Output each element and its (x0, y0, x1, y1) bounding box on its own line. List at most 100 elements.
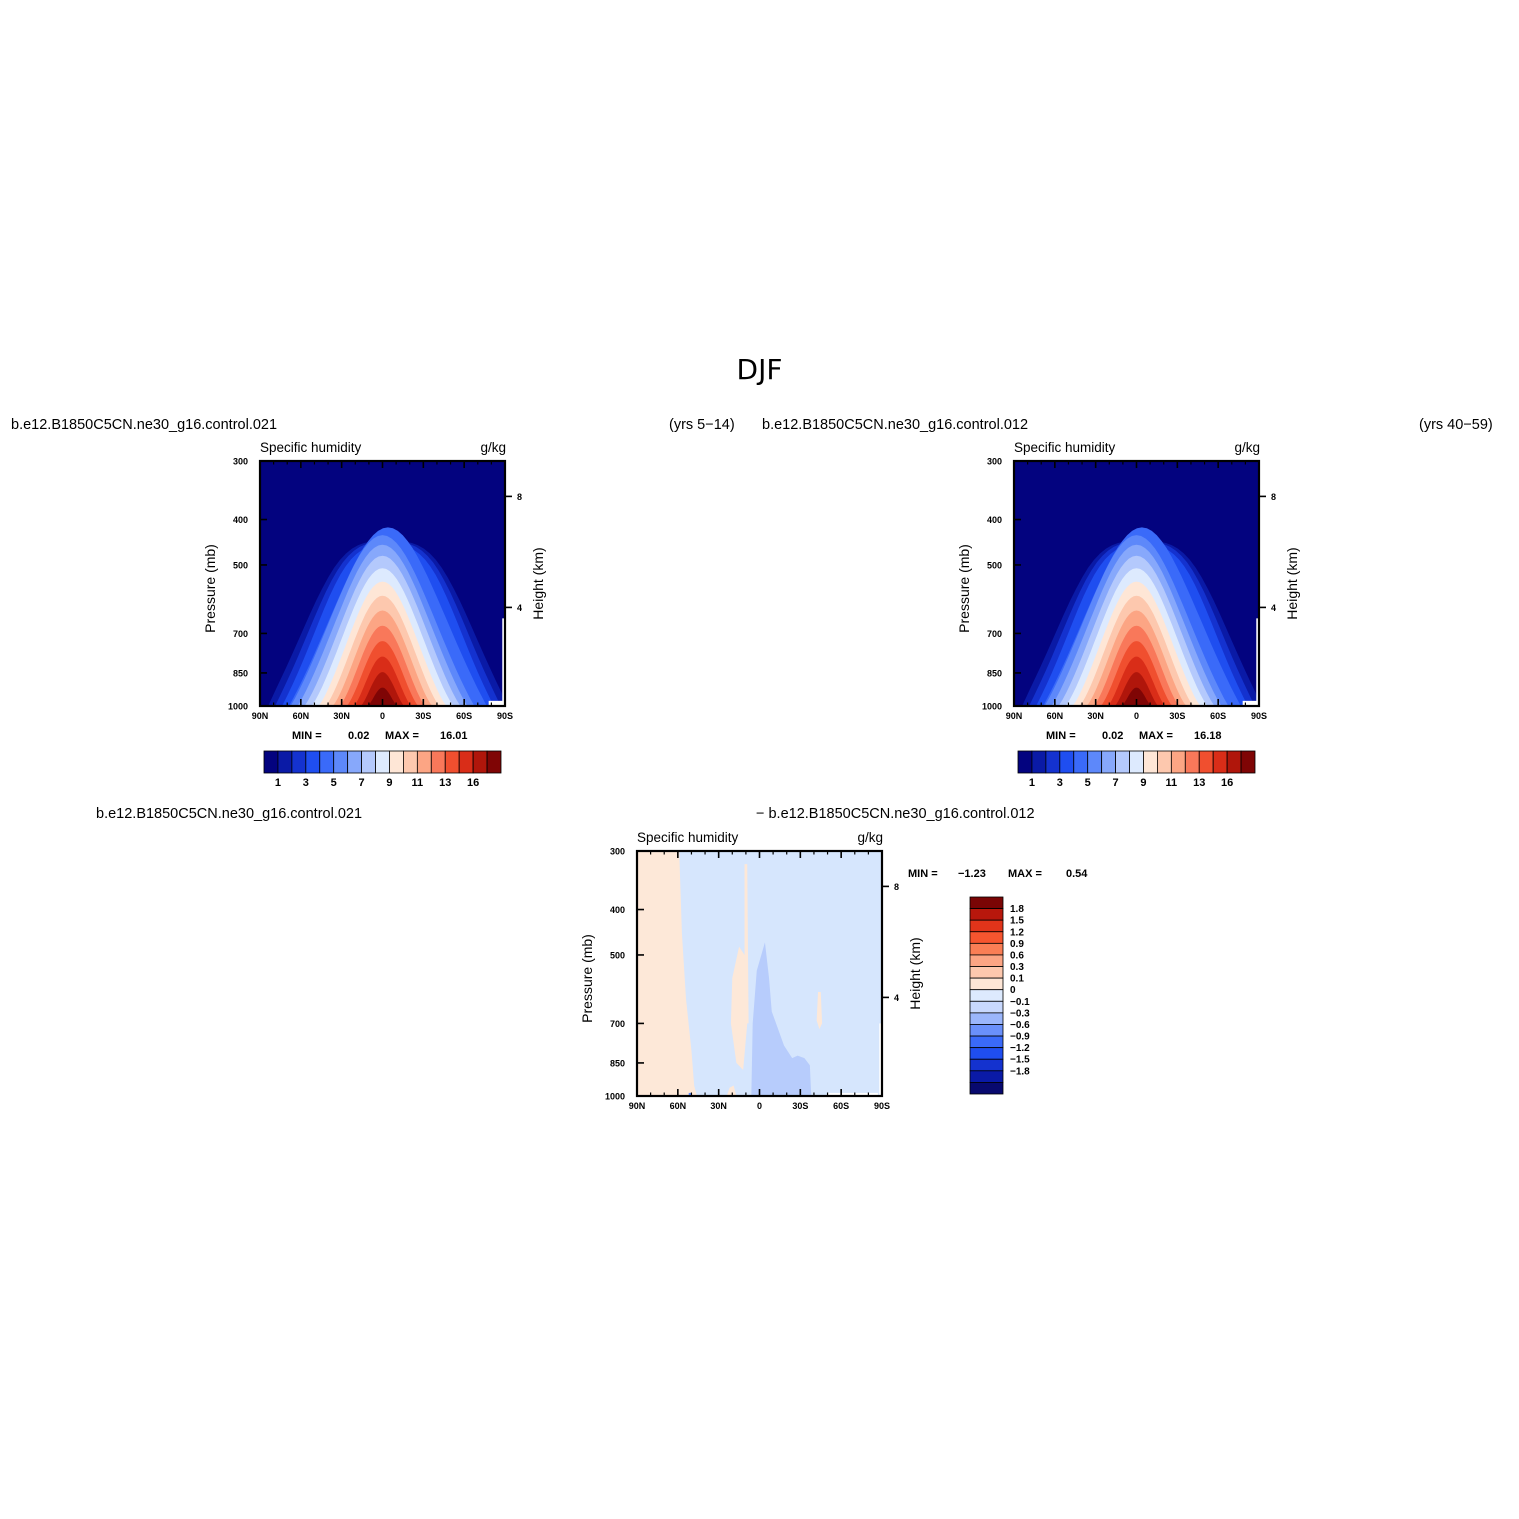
colorbar-swatch (347, 750, 362, 774)
y-right-axis-label: Height (km) (530, 547, 546, 619)
y-right-axis-label: Height (km) (907, 937, 923, 1009)
y-right-tick-label: 4 (517, 603, 522, 613)
panel-3: Specific humidity g/kg 90N 60N 30N 0 30S 60S 90S… (579, 830, 1088, 1111)
y-right-tick-label: 8 (517, 492, 522, 502)
missing-data-edge (502, 618, 505, 706)
colorbar-label: 16 (467, 777, 479, 789)
colorbar-swatch (969, 1070, 1004, 1083)
y-axis-label: Pressure (mb) (579, 934, 595, 1023)
x-tick-label: 60N (293, 711, 310, 721)
colorbar-label: 9 (386, 777, 392, 789)
colorbar-label: −0.9 (1010, 1032, 1030, 1043)
y-tick-label: 400 (233, 515, 248, 525)
colorbar-label: 1.5 (1010, 916, 1024, 927)
colorbar-swatch (1226, 750, 1242, 774)
colorbar-label: 1.2 (1010, 927, 1024, 938)
panel-units: g/kg (1234, 440, 1260, 455)
y-tick-label: 1000 (605, 1092, 625, 1102)
colorbar: 1 3 5 7 9 11 13 16 (263, 750, 502, 789)
bottom-right-case-caption: − b.e12.B1850C5CN.ne30_g16.control.012 (756, 806, 1035, 822)
diff-region-positive-south (816, 992, 823, 1030)
colorbar-label: 9 (1140, 777, 1146, 789)
colorbar-label: 1.8 (1010, 904, 1024, 915)
colorbar-label: 1 (275, 777, 281, 789)
diff-region-positive-strip (744, 864, 749, 1024)
colorbar-swatch (1240, 750, 1256, 774)
top-right-years-caption: (yrs 40−59) (1419, 417, 1493, 433)
x-tick-label: 60S (1210, 711, 1226, 721)
humidity-field (1014, 461, 1259, 706)
colorbar-swatch (969, 966, 1004, 979)
min-value: 0.02 (348, 730, 369, 742)
colorbar-swatch (969, 1024, 1004, 1037)
y-right-tick-label: 4 (894, 993, 899, 1003)
colorbar-swatch (969, 1082, 1004, 1095)
x-tick-label: 0 (1134, 711, 1139, 721)
colorbar-swatch (1212, 750, 1228, 774)
min-label: MIN = (292, 730, 322, 742)
y-tick-label: 500 (233, 560, 248, 570)
max-value: 0.54 (1066, 868, 1088, 880)
difference-field (637, 851, 882, 1096)
colorbar-label: 13 (439, 777, 451, 789)
colorbar-swatch (969, 1012, 1004, 1025)
colorbar-swatch (1198, 750, 1214, 774)
colorbar-label: 13 (1193, 777, 1205, 789)
colorbar-swatch (1170, 750, 1186, 774)
y-right-tick-label: 8 (1271, 492, 1276, 502)
colorbar-swatch (458, 750, 474, 774)
colorbar-swatch (444, 750, 460, 774)
diff-region-positive-tropics (730, 946, 748, 1070)
colorbar-swatch (389, 750, 404, 774)
x-tick-label: 90S (1251, 711, 1267, 721)
y-tick-label: 1000 (982, 702, 1002, 712)
colorbar-label: 1 (1029, 777, 1035, 789)
colorbar-label: 0.9 (1010, 939, 1024, 950)
humidity-field (260, 461, 505, 706)
y-axis-label: Pressure (mb) (956, 544, 972, 633)
x-tick-label: 30S (1169, 711, 1185, 721)
top-right-case-caption: b.e12.B1850C5CN.ne30_g16.control.012 (762, 417, 1029, 433)
colorbar-label: −0.6 (1010, 1020, 1030, 1031)
top-left-years-caption: (yrs 5−14) (669, 417, 735, 433)
colorbar-label: 3 (1057, 777, 1063, 789)
colorbar-swatch (969, 942, 1004, 956)
colorbar: 1.81.51.20.90.60.30.10−0.1−0.3−0.6−0.9−1… (969, 896, 1030, 1095)
min-value: −1.23 (958, 868, 986, 880)
min-label: MIN = (908, 868, 938, 880)
min-label: MIN = (1046, 730, 1076, 742)
colorbar-label: 7 (359, 777, 365, 789)
max-label: MAX = (1008, 868, 1042, 880)
diff-region-positive-north (637, 851, 697, 1096)
x-tick-label: 0 (380, 711, 385, 721)
x-tick-label: 60N (1047, 711, 1064, 721)
bottom-left-case-caption: b.e12.B1850C5CN.ne30_g16.control.021 (96, 806, 363, 822)
x-tick-label: 30N (710, 1101, 727, 1111)
panel-units: g/kg (857, 830, 883, 845)
colorbar-swatch (1017, 750, 1033, 774)
colorbar-swatch (969, 1047, 1004, 1060)
y-tick-label: 300 (987, 457, 1002, 467)
panel-units: g/kg (480, 440, 506, 455)
colorbar-swatch (430, 750, 446, 774)
missing-data-region (1242, 700, 1259, 706)
x-tick-label: 30S (792, 1101, 808, 1111)
y-tick-label: 300 (610, 847, 625, 857)
colorbar-swatch (1157, 750, 1172, 774)
panel-title: Specific humidity (637, 830, 739, 845)
y-tick-label: 500 (987, 560, 1002, 570)
colorbar-swatch (333, 750, 349, 774)
colorbar-swatch (1031, 750, 1047, 774)
colorbar-swatch (969, 1058, 1004, 1072)
x-tick-label: 90N (1006, 711, 1023, 721)
y-tick-label: 700 (233, 629, 248, 639)
y-tick-label: 400 (610, 905, 625, 915)
colorbar-swatch (1087, 750, 1103, 774)
colorbar-label: 0.3 (1010, 962, 1024, 973)
y-tick-label: 850 (987, 668, 1002, 678)
panel-1: Specific humidity g/kg 90N 60N 30N 0 30S 60S 90S… (202, 440, 546, 789)
colorbar-swatch (1129, 750, 1144, 774)
panel-2: Specific humidity g/kg 90N 60N 30N 0 30S 60S 90S… (956, 440, 1300, 789)
panel-title: Specific humidity (260, 440, 362, 455)
